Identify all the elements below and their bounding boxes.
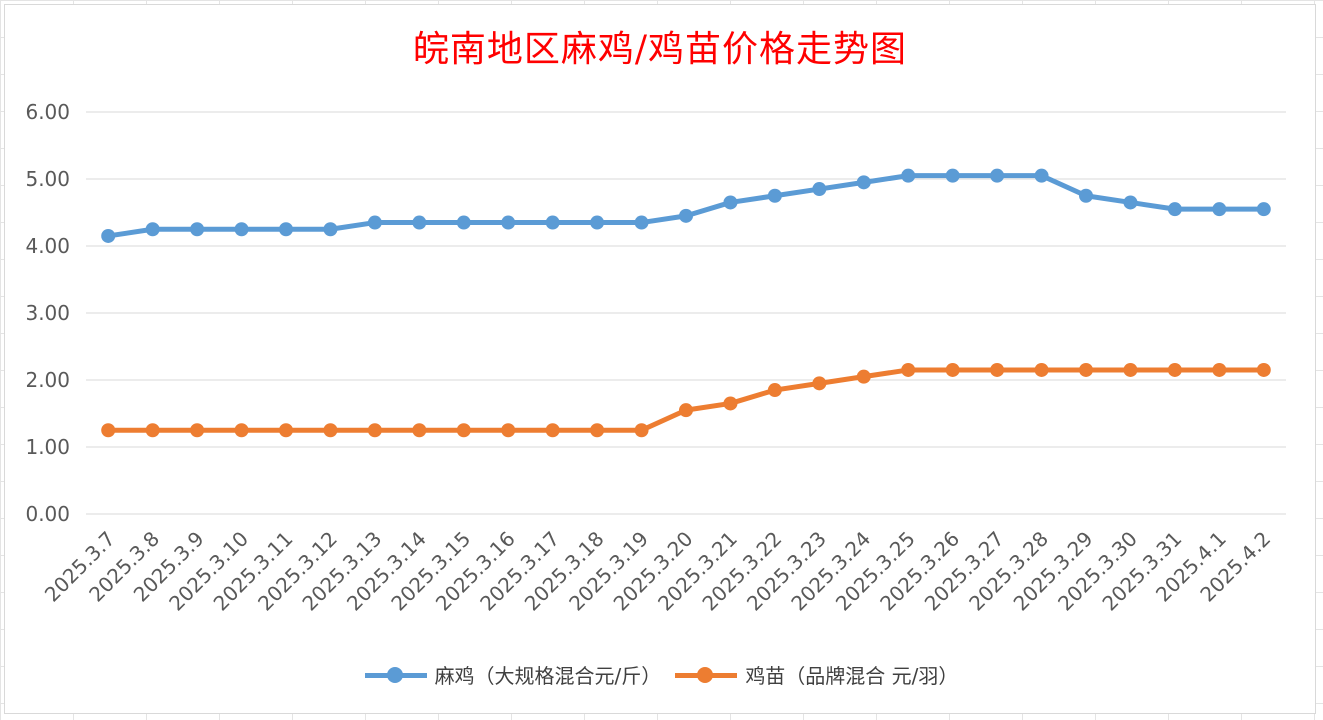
data-point-series-2 bbox=[590, 423, 605, 438]
data-point-series-1 bbox=[990, 168, 1005, 183]
data-point-series-2 bbox=[812, 376, 827, 391]
data-point-series-1 bbox=[901, 168, 916, 183]
legend-label-series-1: 麻鸡（大规格混合元/斤） bbox=[434, 664, 662, 688]
data-point-series-2 bbox=[190, 423, 205, 438]
data-point-series-1 bbox=[1079, 188, 1093, 203]
data-point-series-1 bbox=[101, 228, 116, 243]
data-point-series-1 bbox=[945, 168, 960, 183]
data-point-series-2 bbox=[1167, 362, 1182, 377]
data-point-series-2 bbox=[990, 362, 1005, 377]
data-point-series-2 bbox=[412, 423, 427, 438]
data-point-series-2 bbox=[145, 423, 160, 438]
y-tick-label: 1.00 bbox=[25, 435, 70, 459]
data-point-series-2 bbox=[901, 362, 916, 377]
legend-label-series-2: 鸡苗（品牌混合 元/羽） bbox=[745, 664, 959, 688]
data-point-series-1 bbox=[1212, 202, 1227, 217]
data-point-series-2 bbox=[1212, 362, 1227, 377]
y-tick-label: 5.00 bbox=[25, 167, 70, 191]
data-point-series-1 bbox=[323, 222, 338, 237]
data-point-series-2 bbox=[1256, 362, 1271, 377]
data-point-series-1 bbox=[812, 182, 827, 197]
data-point-series-2 bbox=[323, 423, 338, 438]
data-point-series-1 bbox=[501, 215, 516, 230]
data-point-series-2 bbox=[101, 423, 116, 438]
data-point-series-1 bbox=[679, 208, 693, 223]
data-point-series-2 bbox=[545, 423, 560, 438]
data-point-series-1 bbox=[723, 195, 738, 210]
legend: 麻鸡（大规格混合元/斤） 鸡苗（品牌混合 元/羽） bbox=[0, 660, 1323, 689]
data-point-series-1 bbox=[456, 215, 471, 230]
data-point-series-2 bbox=[679, 403, 693, 418]
data-point-series-1 bbox=[279, 222, 293, 237]
y-tick-label: 6.00 bbox=[25, 100, 70, 124]
data-point-series-2 bbox=[1123, 362, 1138, 377]
data-point-series-2 bbox=[634, 423, 649, 438]
data-point-series-1 bbox=[767, 188, 782, 203]
y-tick-label: 0.00 bbox=[25, 502, 70, 526]
data-point-series-1 bbox=[1123, 195, 1138, 210]
data-point-series-1 bbox=[412, 215, 427, 230]
y-tick-label: 3.00 bbox=[25, 301, 70, 325]
data-point-series-2 bbox=[723, 396, 738, 411]
data-point-series-2 bbox=[1034, 362, 1049, 377]
data-point-series-1 bbox=[590, 215, 605, 230]
data-point-series-1 bbox=[634, 215, 649, 230]
legend-marker-series-1 bbox=[364, 665, 427, 685]
data-point-series-1 bbox=[545, 215, 560, 230]
data-point-series-1 bbox=[1256, 202, 1271, 217]
data-point-series-2 bbox=[456, 423, 471, 438]
legend-item-series-2: 鸡苗（品牌混合 元/羽） bbox=[675, 660, 958, 689]
y-tick-label: 2.00 bbox=[25, 368, 70, 392]
data-point-series-2 bbox=[367, 423, 382, 438]
data-point-series-2 bbox=[945, 362, 960, 377]
data-point-series-2 bbox=[856, 369, 871, 384]
data-point-series-1 bbox=[1167, 202, 1182, 217]
data-point-series-2 bbox=[234, 423, 249, 438]
data-point-series-1 bbox=[145, 222, 160, 237]
data-point-series-1 bbox=[856, 175, 871, 190]
data-point-series-1 bbox=[190, 222, 205, 237]
data-point-series-2 bbox=[767, 383, 782, 398]
chart-area[interactable] bbox=[4, 4, 1316, 714]
y-tick-label: 4.00 bbox=[25, 234, 70, 258]
data-point-series-1 bbox=[367, 215, 382, 230]
data-point-series-2 bbox=[279, 423, 293, 438]
series-line-2 bbox=[105, 367, 1267, 433]
data-point-series-2 bbox=[1079, 362, 1093, 377]
chart-title: 皖南地区麻鸡/鸡苗价格走势图 bbox=[412, 29, 908, 70]
legend-item-series-1: 麻鸡（大规格混合元/斤） bbox=[364, 660, 662, 689]
data-point-series-1 bbox=[234, 222, 249, 237]
data-point-series-1 bbox=[1034, 168, 1049, 183]
data-point-series-2 bbox=[501, 423, 516, 438]
legend-marker-series-2 bbox=[675, 665, 738, 685]
